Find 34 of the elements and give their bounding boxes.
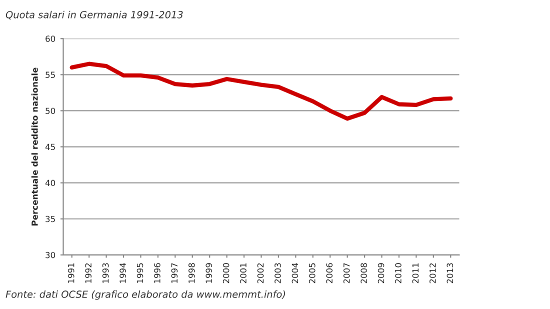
x-tick-label: 1992	[85, 263, 92, 283]
x-tick-label: 2005	[309, 263, 316, 284]
y-tick-label: 40	[45, 180, 56, 186]
x-tick-label: 2007	[343, 263, 350, 284]
x-tick-label: 2001	[240, 263, 246, 284]
x-tick-label: 1995	[136, 263, 144, 283]
x-tick-label: 1996	[154, 263, 160, 283]
y-axis-title: Percentuale del reddito nazionale	[31, 68, 38, 226]
y-tick-label: 35	[46, 216, 55, 222]
x-tick-label: 1991	[68, 263, 74, 283]
x-tick-label: 2002	[257, 263, 264, 284]
x-tick-label: 2004	[292, 263, 298, 284]
y-tick-label: 55	[46, 72, 55, 78]
line-series	[70, 62, 453, 121]
x-tick-label: 2012	[430, 263, 436, 284]
x-tick-label: 1994	[120, 263, 126, 283]
x-tick-label: 1997	[171, 263, 178, 283]
x-tick-label: 2008	[360, 263, 367, 284]
y-tick-label: 30	[46, 252, 56, 258]
x-tick-label: 2009	[378, 263, 384, 284]
x-tick-label: 2010	[395, 263, 402, 284]
x-tick-label: 1993	[102, 263, 109, 283]
source-note: Fonte: dati OCSE (grafico elaborato da www.memmt.info)	[6, 290, 285, 300]
y-tick-label: 45	[45, 144, 55, 150]
y-tick-label: 50	[46, 108, 56, 114]
x-tick-label: 1998	[188, 263, 195, 283]
chart-title: Quota salari in Germania 1991-2013	[6, 10, 183, 20]
x-tick-label: 2003	[274, 263, 281, 284]
x-tick-label: 2006	[326, 263, 333, 284]
x-tick-label: 2013	[446, 263, 454, 284]
y-tick-label: 60	[46, 36, 56, 42]
x-tick-label: 1999	[206, 263, 212, 283]
x-tick-label: 2011	[412, 263, 419, 284]
x-tick-label: 2000	[222, 263, 230, 284]
